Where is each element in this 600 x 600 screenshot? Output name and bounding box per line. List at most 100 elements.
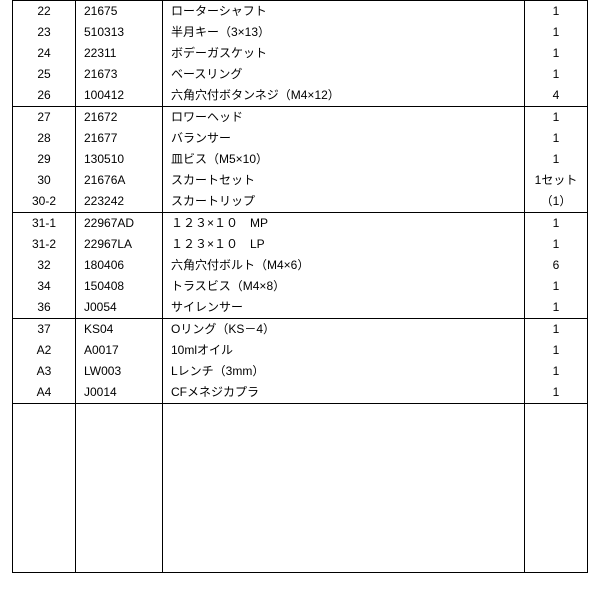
- cell-code: LW003: [76, 361, 163, 382]
- cell-qty: 4: [525, 85, 588, 107]
- cell-qty: 6: [525, 255, 588, 276]
- table-row: 36J0054サイレンサー1: [13, 297, 588, 319]
- cell-desc: 六角穴付ボタンネジ（M4×12）: [163, 85, 525, 107]
- cell-qty: 1: [525, 382, 588, 404]
- cell-code: [76, 488, 163, 509]
- cell-code: 21677: [76, 128, 163, 149]
- cell-qty: [525, 404, 588, 426]
- cell-code: 21676A: [76, 170, 163, 191]
- cell-code: 21673: [76, 64, 163, 85]
- cell-qty: 1: [525, 340, 588, 361]
- cell-qty: [525, 425, 588, 446]
- table-row-empty: [13, 425, 588, 446]
- cell-no: A3: [13, 361, 76, 382]
- table-row: 32180406六角穴付ボルト（M4×6）6: [13, 255, 588, 276]
- cell-desc: 半月キー（3×13）: [163, 22, 525, 43]
- cell-qty: [525, 551, 588, 573]
- cell-code: 130510: [76, 149, 163, 170]
- table-row-empty: [13, 530, 588, 551]
- cell-code: 100412: [76, 85, 163, 107]
- cell-no: [13, 404, 76, 426]
- cell-no: 37: [13, 319, 76, 341]
- table-row-empty: [13, 509, 588, 530]
- cell-qty: 1セット: [525, 170, 588, 191]
- cell-no: 25: [13, 64, 76, 85]
- cell-desc: [163, 404, 525, 426]
- cell-qty: [525, 446, 588, 467]
- parts-table: 2221675ローターシャフト123510313半月キー（3×13）124223…: [12, 0, 588, 573]
- cell-code: [76, 509, 163, 530]
- cell-no: 28: [13, 128, 76, 149]
- cell-code: 22311: [76, 43, 163, 64]
- table-row-empty: [13, 551, 588, 573]
- cell-no: 27: [13, 107, 76, 129]
- cell-desc: ローターシャフト: [163, 1, 525, 23]
- cell-desc: スカートセット: [163, 170, 525, 191]
- cell-desc: 六角穴付ボルト（M4×6）: [163, 255, 525, 276]
- table-row-empty: [13, 467, 588, 488]
- table-row: A3LW003Lレンチ（3mm）1: [13, 361, 588, 382]
- table-row: 34150408トラスビス（M4×8）1: [13, 276, 588, 297]
- table-row: A4J0014CFメネジカプラ1: [13, 382, 588, 404]
- cell-desc: [163, 509, 525, 530]
- cell-desc: ロワーヘッド: [163, 107, 525, 129]
- cell-qty: 1: [525, 22, 588, 43]
- cell-qty: 1: [525, 1, 588, 23]
- cell-desc: スカートリップ: [163, 191, 525, 213]
- cell-qty: [525, 530, 588, 551]
- table-row: 26100412六角穴付ボタンネジ（M4×12）4: [13, 85, 588, 107]
- cell-desc: トラスビス（M4×8）: [163, 276, 525, 297]
- cell-qty: 1: [525, 361, 588, 382]
- cell-qty: 1: [525, 128, 588, 149]
- cell-no: [13, 467, 76, 488]
- table-row: 37KS04Oリング（KS－4）1: [13, 319, 588, 341]
- cell-qty: 1: [525, 64, 588, 85]
- cell-code: [76, 551, 163, 573]
- cell-desc: バランサー: [163, 128, 525, 149]
- cell-no: 26: [13, 85, 76, 107]
- cell-desc: [163, 551, 525, 573]
- cell-code: [76, 425, 163, 446]
- cell-desc: [163, 467, 525, 488]
- cell-desc: ボデーガスケット: [163, 43, 525, 64]
- cell-code: 22967AD: [76, 213, 163, 235]
- cell-qty: 1: [525, 213, 588, 235]
- cell-no: [13, 488, 76, 509]
- table-row-empty: [13, 446, 588, 467]
- cell-code: 510313: [76, 22, 163, 43]
- cell-no: 24: [13, 43, 76, 64]
- table-row: 2821677バランサー1: [13, 128, 588, 149]
- cell-no: [13, 551, 76, 573]
- cell-no: A4: [13, 382, 76, 404]
- cell-code: A0017: [76, 340, 163, 361]
- table-row: 3021676Aスカートセット1セット: [13, 170, 588, 191]
- cell-code: [76, 530, 163, 551]
- cell-no: [13, 509, 76, 530]
- cell-code: 150408: [76, 276, 163, 297]
- table-row-empty: [13, 488, 588, 509]
- cell-code: [76, 404, 163, 426]
- cell-no: [13, 446, 76, 467]
- cell-desc: 皿ビス（M5×10）: [163, 149, 525, 170]
- cell-no: A2: [13, 340, 76, 361]
- cell-no: 29: [13, 149, 76, 170]
- cell-no: [13, 425, 76, 446]
- cell-no: 23: [13, 22, 76, 43]
- cell-desc: 10mlオイル: [163, 340, 525, 361]
- table-row: 2422311ボデーガスケット1: [13, 43, 588, 64]
- table-row: 2521673ベースリング1: [13, 64, 588, 85]
- cell-qty: （1）: [525, 191, 588, 213]
- table-row: 23510313半月キー（3×13）1: [13, 22, 588, 43]
- cell-no: 30: [13, 170, 76, 191]
- cell-qty: 1: [525, 149, 588, 170]
- cell-code: J0054: [76, 297, 163, 319]
- table-row: A2A001710mlオイル1: [13, 340, 588, 361]
- cell-desc: [163, 446, 525, 467]
- cell-desc: ベースリング: [163, 64, 525, 85]
- cell-no: [13, 530, 76, 551]
- cell-code: KS04: [76, 319, 163, 341]
- cell-code: 22967LA: [76, 234, 163, 255]
- cell-desc: [163, 488, 525, 509]
- cell-no: 31-2: [13, 234, 76, 255]
- cell-code: 21675: [76, 1, 163, 23]
